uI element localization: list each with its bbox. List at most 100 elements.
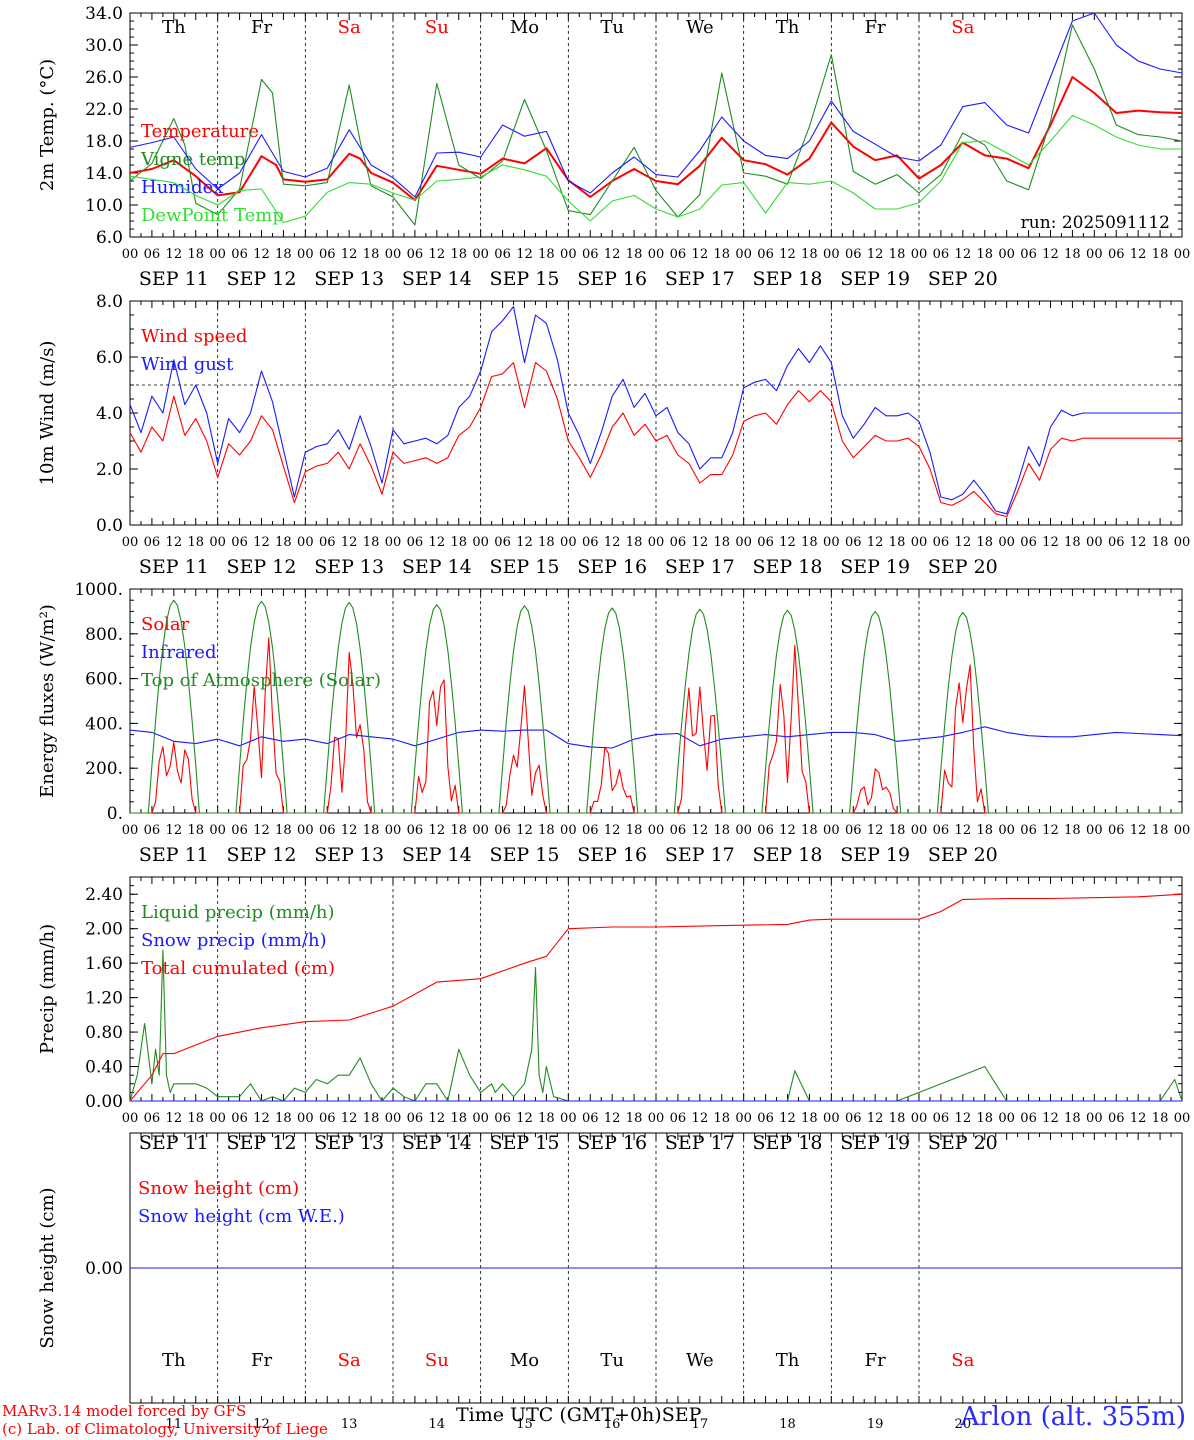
- hour-label: 18: [976, 247, 993, 262]
- hour-label: 06: [670, 1111, 687, 1126]
- hour-label: 00: [1174, 535, 1191, 550]
- station-name: Arlon (alt. 355m): [960, 1402, 1186, 1432]
- hour-label: 12: [692, 535, 709, 550]
- hour-label: 00: [560, 247, 577, 262]
- day-name: Mo: [510, 17, 539, 38]
- model-credit: MARv3.14 model forced by GFS: [2, 1402, 247, 1420]
- hour-label: 00: [1086, 823, 1103, 838]
- hour-label: 06: [582, 247, 599, 262]
- y-tick-label: 2.00: [85, 920, 123, 940]
- hour-label: 00: [472, 823, 489, 838]
- hour-label: 18: [363, 823, 380, 838]
- hour-label: 00: [1086, 1111, 1103, 1126]
- hour-label: 18: [187, 247, 204, 262]
- hour-label: 00: [1174, 1111, 1191, 1126]
- hour-label: 00: [122, 823, 139, 838]
- date-label: SEP 12: [227, 268, 297, 290]
- hour-label: 12: [1130, 823, 1147, 838]
- hour-label: 06: [144, 823, 161, 838]
- legend-entry: DewPoint Temp: [141, 205, 284, 226]
- hour-label: 00: [1174, 247, 1191, 262]
- hour-label: 06: [933, 823, 950, 838]
- date-label: SEP 13: [314, 1132, 384, 1154]
- y-tick-label: 600.: [85, 670, 123, 690]
- hour-label: 12: [516, 823, 533, 838]
- hour-label: 12: [692, 823, 709, 838]
- day-name: Sa: [338, 1350, 361, 1371]
- hour-label: 18: [889, 823, 906, 838]
- day-number: 15: [516, 1417, 533, 1432]
- y-axis-label: 2m Temp. (°C): [37, 59, 58, 191]
- hour-label: 12: [604, 1111, 621, 1126]
- hour-label: 12: [166, 823, 183, 838]
- hour-label: 06: [319, 535, 336, 550]
- series-line-humidex: [129, 12, 1183, 198]
- hour-label: 12: [692, 247, 709, 262]
- date-label: SEP 20: [928, 844, 998, 866]
- day-number: 14: [429, 1417, 446, 1432]
- hour-label: 06: [845, 1111, 862, 1126]
- hour-label: 06: [319, 247, 336, 262]
- date-label: SEP 12: [227, 556, 297, 578]
- hour-label: 00: [297, 1111, 314, 1126]
- hour-label: 06: [1108, 535, 1125, 550]
- x-axis-label: Time UTC (GMT+0h): [456, 1404, 662, 1426]
- hour-label: 00: [998, 535, 1015, 550]
- y-tick-label: 0.0: [96, 516, 123, 536]
- hour-label: 18: [976, 1111, 993, 1126]
- y-tick-label: 14.0: [85, 164, 123, 184]
- date-label: SEP 13: [314, 844, 384, 866]
- hour-label: 00: [209, 823, 226, 838]
- hour-label: 06: [144, 1111, 161, 1126]
- y-tick-label: 18.0: [85, 132, 123, 152]
- hour-label: 18: [889, 1111, 906, 1126]
- series-line-dewpoint-temp: [129, 114, 1182, 224]
- hour-label: 12: [166, 1111, 183, 1126]
- hour-label: 18: [626, 247, 643, 262]
- month-label: SEP: [661, 1404, 702, 1426]
- hour-label: 00: [911, 247, 928, 262]
- hour-label: 18: [801, 535, 818, 550]
- hour-label: 18: [1064, 823, 1081, 838]
- hour-label: 06: [845, 535, 862, 550]
- date-label: SEP 19: [840, 844, 910, 866]
- hour-label: 00: [297, 535, 314, 550]
- panel-3-frame: [129, 588, 1183, 814]
- date-label: SEP 18: [753, 844, 823, 866]
- day-number: 19: [867, 1417, 884, 1432]
- hour-label: 18: [1152, 823, 1169, 838]
- hour-label: 18: [801, 247, 818, 262]
- date-label: SEP 18: [753, 556, 823, 578]
- hour-label: 12: [341, 823, 358, 838]
- hour-label: 06: [494, 823, 511, 838]
- date-label: SEP 16: [577, 844, 647, 866]
- hour-label: 12: [1042, 823, 1059, 838]
- hour-label: 06: [845, 823, 862, 838]
- legend-entry: Snow height (cm W.E.): [138, 1206, 345, 1227]
- hour-label: 06: [494, 1111, 511, 1126]
- day-name: Fr: [865, 1350, 886, 1371]
- hour-label: 06: [670, 823, 687, 838]
- hour-label: 18: [187, 535, 204, 550]
- hour-label: 18: [713, 247, 730, 262]
- hour-label: 18: [1152, 535, 1169, 550]
- hour-label: 00: [648, 535, 665, 550]
- legend-entry: Total cumulated (cm): [141, 958, 335, 979]
- hour-label: 06: [231, 1111, 248, 1126]
- y-tick-label: 26.0: [85, 68, 123, 88]
- y-tick-label: 34.0: [85, 4, 123, 24]
- hour-label: 00: [823, 247, 840, 262]
- date-label: SEP 11: [139, 1132, 209, 1154]
- hour-label: 18: [976, 823, 993, 838]
- hour-label: 12: [253, 1111, 270, 1126]
- day-number: 13: [341, 1417, 358, 1432]
- hour-label: 12: [779, 823, 796, 838]
- y-tick-label: 8.0: [96, 292, 123, 312]
- hour-label: 00: [472, 535, 489, 550]
- hour-label: 18: [1152, 1111, 1169, 1126]
- hour-label: 12: [429, 535, 446, 550]
- day-number: 12: [253, 1417, 270, 1432]
- date-label: SEP 20: [928, 556, 998, 578]
- hour-label: 00: [911, 823, 928, 838]
